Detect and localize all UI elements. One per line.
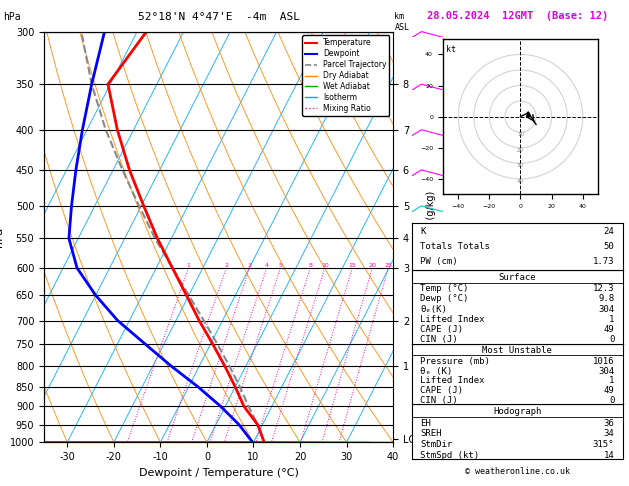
Text: 315°: 315° [593,440,615,449]
Text: CAPE (J): CAPE (J) [420,325,464,334]
Text: 52°18'N 4°47'E  -4m  ASL: 52°18'N 4°47'E -4m ASL [138,12,299,22]
Text: 25: 25 [384,263,392,268]
Text: 49: 49 [604,325,615,334]
Text: SREH: SREH [420,429,442,438]
Text: Lifted Index: Lifted Index [420,315,485,324]
Text: 36: 36 [604,419,615,428]
Text: Temp (°C): Temp (°C) [420,284,469,293]
Text: © weatheronline.co.uk: © weatheronline.co.uk [465,467,570,476]
Text: km
ASL: km ASL [394,12,409,32]
Text: 50: 50 [604,242,615,251]
Text: EH: EH [420,419,431,428]
Y-axis label: Mixing Ratio (g/kg): Mixing Ratio (g/kg) [426,191,436,283]
Text: 12.3: 12.3 [593,284,615,293]
Text: 10: 10 [517,132,524,137]
Text: 1: 1 [609,315,615,324]
Text: 304: 304 [598,305,615,313]
Text: 14: 14 [604,451,615,460]
Text: Totals Totals: Totals Totals [420,242,490,251]
Text: CAPE (J): CAPE (J) [420,386,464,395]
Text: CIN (J): CIN (J) [420,396,458,405]
Text: Pressure (mb): Pressure (mb) [420,357,490,366]
Text: StmDir: StmDir [420,440,453,449]
Text: 5: 5 [279,263,282,268]
Text: 0: 0 [609,335,615,344]
Text: 8: 8 [308,263,312,268]
Text: 1: 1 [187,263,191,268]
Text: StmSpd (kt): StmSpd (kt) [420,451,479,460]
Text: 304: 304 [598,366,615,376]
Text: PW (cm): PW (cm) [420,257,458,266]
Text: Dewp (°C): Dewp (°C) [420,295,469,303]
Text: 20: 20 [517,148,524,153]
Text: 4: 4 [265,263,269,268]
Text: 40: 40 [517,179,524,184]
Text: 2: 2 [224,263,228,268]
Text: hPa: hPa [3,12,21,22]
Text: 3: 3 [248,263,252,268]
Text: 1: 1 [609,376,615,385]
X-axis label: Dewpoint / Temperature (°C): Dewpoint / Temperature (°C) [138,468,299,478]
Text: θₑ(K): θₑ(K) [420,305,447,313]
Text: 24: 24 [604,227,615,236]
Text: 0: 0 [609,396,615,405]
Text: 49: 49 [604,386,615,395]
Text: 20: 20 [369,263,376,268]
Text: CIN (J): CIN (J) [420,335,458,344]
Text: 1016: 1016 [593,357,615,366]
Text: Lifted Index: Lifted Index [420,376,485,385]
Text: 34: 34 [604,429,615,438]
Legend: Temperature, Dewpoint, Parcel Trajectory, Dry Adiabat, Wet Adiabat, Isotherm, Mi: Temperature, Dewpoint, Parcel Trajectory… [302,35,389,116]
Text: Hodograph: Hodograph [493,407,542,416]
Text: 28.05.2024  12GMT  (Base: 12): 28.05.2024 12GMT (Base: 12) [426,11,608,21]
Text: θₑ (K): θₑ (K) [420,366,453,376]
Text: 15: 15 [348,263,356,268]
Text: Surface: Surface [499,273,536,282]
Text: 10: 10 [321,263,329,268]
Text: 30: 30 [517,163,524,168]
Text: kt: kt [446,45,456,54]
Y-axis label: hPa: hPa [0,227,4,247]
Text: K: K [420,227,426,236]
Text: 1.73: 1.73 [593,257,615,266]
Text: Most Unstable: Most Unstable [482,346,552,355]
Text: 9.8: 9.8 [598,295,615,303]
